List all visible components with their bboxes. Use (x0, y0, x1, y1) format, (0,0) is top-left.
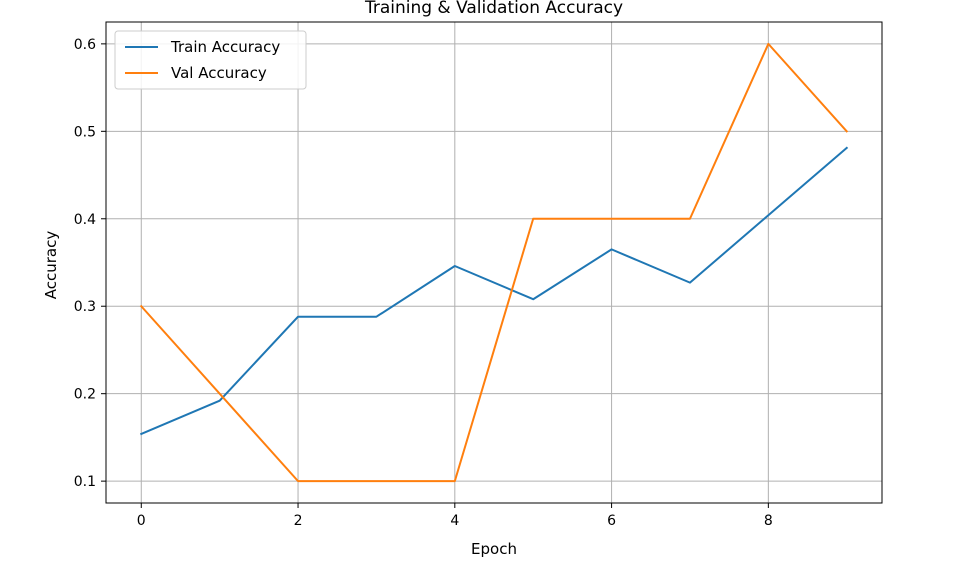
y-axis-label: Accuracy (42, 231, 60, 300)
grid (106, 22, 882, 503)
x-tick-label: 0 (137, 513, 146, 529)
plot-frame (105, 21, 883, 504)
chart-title: Training & Validation Accuracy (364, 0, 623, 18)
x-tick-label: 4 (450, 513, 459, 529)
x-axis-label: Epoch (471, 540, 517, 558)
y-tick-label: 0.5 (74, 124, 96, 140)
y-tick-label: 0.1 (74, 474, 96, 490)
legend: Train Accuracy Val Accuracy (114, 30, 307, 90)
y-tick-label: 0.2 (74, 387, 96, 403)
axis-ticks: 0 2 4 6 8 0.1 0.2 0.3 0.4 0.5 0.6 (74, 37, 773, 529)
y-tick-label: 0.3 (74, 299, 96, 315)
val-accuracy-line (139, 42, 849, 483)
y-tick-label: 0.6 (74, 37, 96, 53)
legend-label-train: Train Accuracy (170, 38, 280, 56)
x-tick-label: 2 (294, 513, 303, 529)
x-tick-label: 8 (764, 513, 773, 529)
series-lines (139, 42, 849, 483)
legend-box (114, 30, 307, 90)
train-accuracy-line (139, 146, 849, 436)
legend-label-val: Val Accuracy (171, 64, 267, 82)
y-tick-label: 0.4 (74, 212, 96, 228)
x-tick-label: 6 (607, 513, 616, 529)
